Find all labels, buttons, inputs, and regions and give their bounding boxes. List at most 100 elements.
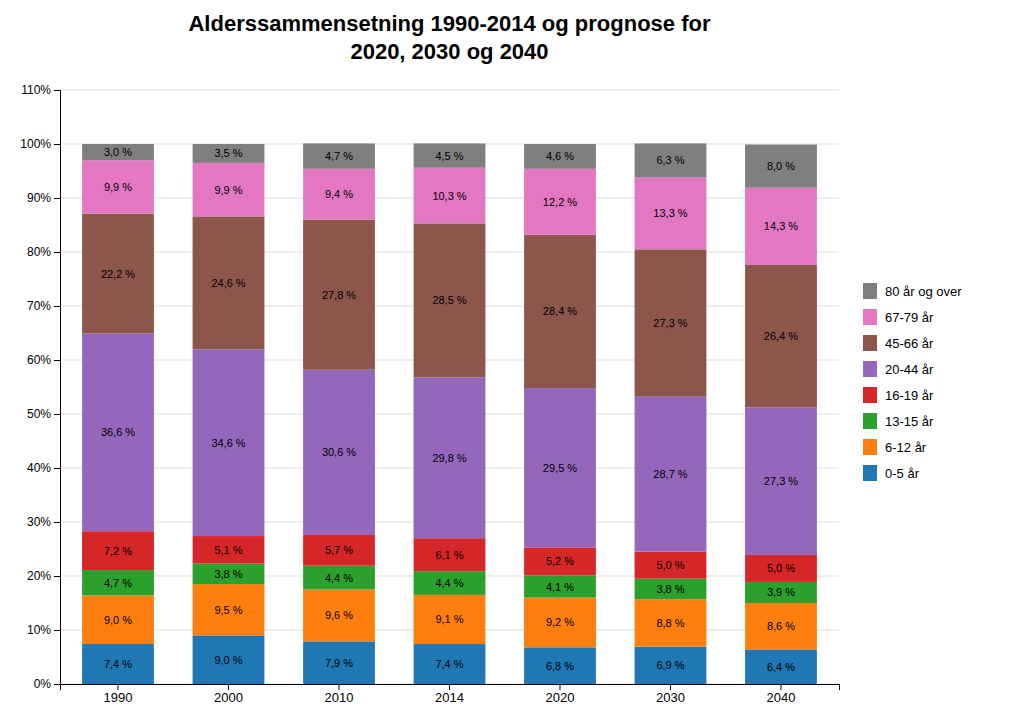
bar-segment xyxy=(524,547,596,575)
bar-segment xyxy=(524,169,596,235)
data-label: 4,4 % xyxy=(435,577,463,589)
legend: 80 år og over67-79 år45-66 år20-44 år16-… xyxy=(863,283,962,481)
legend-label: 67-79 år xyxy=(885,310,934,325)
bar-segment xyxy=(414,377,486,538)
data-label: 4,5 % xyxy=(435,150,463,162)
data-label: 5,1 % xyxy=(214,544,242,556)
legend-item: 13-15 år xyxy=(863,413,934,429)
bar-segment xyxy=(745,603,817,649)
data-label: 13,3 % xyxy=(653,207,687,219)
data-label: 22,2 % xyxy=(101,268,135,280)
bar-series xyxy=(82,214,817,408)
legend-label: 6-12 år xyxy=(885,440,927,455)
tick-mark xyxy=(559,684,560,690)
data-label: 3,9 % xyxy=(767,586,795,598)
tick-label: 2020 xyxy=(546,690,575,705)
bar-segment xyxy=(524,575,596,597)
chart-container: Alderssammensetning 1990-2014 og prognos… xyxy=(0,0,1019,724)
bar-segment xyxy=(635,249,707,396)
tick: 2030 xyxy=(656,684,685,705)
tick: 2040 xyxy=(767,684,796,705)
bar-segment xyxy=(524,647,596,684)
bar-segment xyxy=(303,566,375,590)
data-label: 7,9 % xyxy=(325,657,353,669)
grid-line xyxy=(60,90,839,91)
legend-item: 6-12 år xyxy=(863,439,927,455)
bar-segment xyxy=(82,214,154,334)
tick: 2010 xyxy=(325,684,354,705)
data-label: 9,2 % xyxy=(546,616,574,628)
legend-swatch xyxy=(863,335,877,351)
tick-label: 2010 xyxy=(325,690,354,705)
tick: 0% xyxy=(34,677,60,691)
tick-label: 100% xyxy=(20,137,51,151)
bar-segment xyxy=(524,144,596,169)
legend-label: 16-19 år xyxy=(885,388,934,403)
data-label: 5,0 % xyxy=(767,562,795,574)
data-label: 3,0 % xyxy=(104,146,132,158)
tick-mark xyxy=(670,684,671,690)
tick-label: 30% xyxy=(27,515,51,529)
bar-segment xyxy=(635,647,707,684)
data-label: 5,7 % xyxy=(325,544,353,556)
bar-segment xyxy=(193,163,265,216)
legend-item: 0-5 år xyxy=(863,465,920,481)
legend-swatch xyxy=(863,361,877,377)
bar-segment xyxy=(82,570,154,595)
bar-segment xyxy=(414,571,486,595)
tick-label: 20% xyxy=(27,569,51,583)
tick: 2020 xyxy=(546,684,575,705)
data-label: 3,8 % xyxy=(214,568,242,580)
legend-swatch xyxy=(863,413,877,429)
bar-segment xyxy=(303,590,375,642)
tick-label: 40% xyxy=(27,461,51,475)
tick-label: 1990 xyxy=(104,690,133,705)
legend-label: 0-5 år xyxy=(885,466,920,481)
legend-swatch xyxy=(863,465,877,481)
tick-label: 70% xyxy=(27,299,51,313)
bar-segment xyxy=(82,334,154,532)
data-label: 8,8 % xyxy=(656,617,684,629)
data-label: 5,2 % xyxy=(546,555,574,567)
data-label: 28,5 % xyxy=(432,294,466,306)
bar-segment xyxy=(745,188,817,265)
tick: 70% xyxy=(27,299,60,313)
bar-segment xyxy=(745,582,817,603)
tick-mark xyxy=(449,684,450,690)
legend-swatch xyxy=(863,309,877,325)
data-label: 7,2 % xyxy=(104,545,132,557)
tick: 1990 xyxy=(104,684,133,705)
legend-swatch xyxy=(863,283,877,299)
chart-title: Alderssammensetning 1990-2014 og prognos… xyxy=(60,10,839,66)
bar-segment xyxy=(82,144,154,160)
data-label: 4,7 % xyxy=(325,150,353,162)
tick: 50% xyxy=(27,407,60,421)
bar-segment xyxy=(193,216,265,349)
data-label: 4,6 % xyxy=(546,150,574,162)
legend-label: 80 år og over xyxy=(885,284,962,299)
tick-mark xyxy=(54,360,60,361)
tick-label: 0% xyxy=(34,677,52,691)
tick-mark xyxy=(228,684,229,690)
chart-svg: 7,4 %9,0 %7,9 %7,4 %6,8 %6,9 %6,4 %9,0 %… xyxy=(0,0,1019,724)
tick: 2000 xyxy=(214,684,243,705)
legend-label: 20-44 år xyxy=(885,362,934,377)
data-label: 9,9 % xyxy=(214,184,242,196)
tick-mark xyxy=(780,684,781,690)
data-label: 27,8 % xyxy=(322,289,356,301)
tick: 20% xyxy=(27,569,60,583)
data-label: 6,8 % xyxy=(546,660,574,672)
data-label: 36,6 % xyxy=(101,426,135,438)
data-label: 8,6 % xyxy=(767,620,795,632)
data-label: 7,4 % xyxy=(435,658,463,670)
data-label: 27,3 % xyxy=(764,475,798,487)
axis-domain xyxy=(61,685,840,691)
bar-segment xyxy=(635,579,707,600)
data-label: 6,9 % xyxy=(656,659,684,671)
legend-item: 80 år og over xyxy=(863,283,962,299)
bar-segment xyxy=(303,169,375,220)
bar-segment xyxy=(414,538,486,571)
tick: 10% xyxy=(27,623,60,637)
bar-segment xyxy=(193,564,265,585)
tick-mark xyxy=(339,684,340,690)
